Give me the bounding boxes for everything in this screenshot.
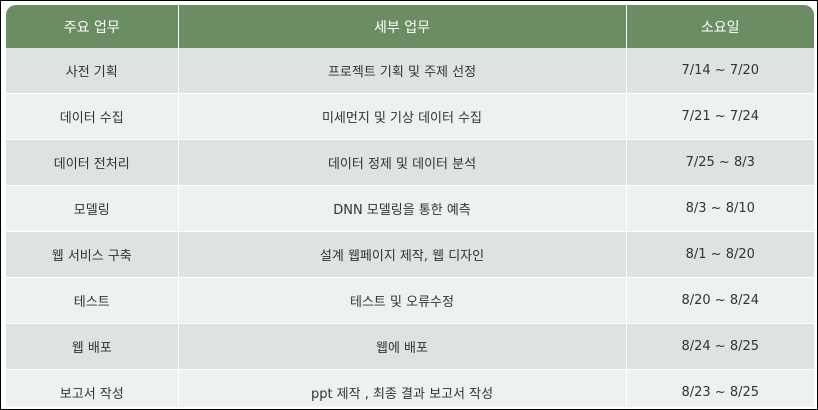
cell-main-task: 테스트 bbox=[6, 277, 179, 324]
cell-main-task: 모델링 bbox=[6, 185, 179, 232]
table-row: 테스트 테스트 및 오류수정 8/20 ~ 8/24 bbox=[6, 277, 814, 324]
cell-main-task: 웹 배포 bbox=[6, 323, 179, 370]
schedule-table: 주요 업무 세부 업무 소요일 사전 기획 프로젝트 기획 및 주제 선정 7/… bbox=[6, 5, 814, 407]
cell-main-task: 데이터 전처리 bbox=[6, 139, 179, 186]
table-row: 데이터 수집 미세먼지 및 기상 데이터 수집 7/21 ~ 7/24 bbox=[6, 93, 814, 140]
cell-duration: 8/3 ~ 8/10 bbox=[626, 185, 814, 232]
header-duration: 소요일 bbox=[626, 5, 814, 48]
cell-duration: 8/24 ~ 8/25 bbox=[626, 323, 814, 370]
cell-detail-task: 웹에 배포 bbox=[178, 323, 627, 370]
cell-detail-task: 미세먼지 및 기상 데이터 수집 bbox=[178, 93, 627, 140]
table-row: 모델링 DNN 모델링을 통한 예측 8/3 ~ 8/10 bbox=[6, 185, 814, 232]
cell-detail-task: 테스트 및 오류수정 bbox=[178, 277, 627, 324]
cell-main-task: 데이터 수집 bbox=[6, 93, 179, 140]
cell-duration: 7/21 ~ 7/24 bbox=[626, 93, 814, 140]
cell-detail-task: 프로젝트 기획 및 주제 선정 bbox=[178, 48, 627, 94]
table-row: 보고서 작성 ppt 제작 , 최종 결과 보고서 작성 8/23 ~ 8/25 bbox=[6, 369, 814, 407]
schedule-table-container: 주요 업무 세부 업무 소요일 사전 기획 프로젝트 기획 및 주제 선정 7/… bbox=[6, 5, 814, 407]
cell-detail-task: 설계 웹페이지 제작, 웹 디자인 bbox=[178, 231, 627, 278]
header-detail-task: 세부 업무 bbox=[178, 5, 627, 48]
cell-duration: 7/14 ~ 7/20 bbox=[626, 48, 814, 94]
table-row: 웹 배포 웹에 배포 8/24 ~ 8/25 bbox=[6, 323, 814, 370]
cell-detail-task: DNN 모델링을 통한 예측 bbox=[178, 185, 627, 232]
table-row: 사전 기획 프로젝트 기획 및 주제 선정 7/14 ~ 7/20 bbox=[6, 48, 814, 94]
cell-main-task: 보고서 작성 bbox=[6, 369, 179, 407]
cell-main-task: 웹 서비스 구축 bbox=[6, 231, 179, 278]
cell-main-task: 사전 기획 bbox=[6, 48, 179, 94]
cell-duration: 8/1 ~ 8/20 bbox=[626, 231, 814, 278]
cell-detail-task: ppt 제작 , 최종 결과 보고서 작성 bbox=[178, 369, 627, 407]
table-row: 데이터 전처리 데이터 정제 및 데이터 분석 7/25 ~ 8/3 bbox=[6, 139, 814, 186]
table-row: 웹 서비스 구축 설계 웹페이지 제작, 웹 디자인 8/1 ~ 8/20 bbox=[6, 231, 814, 278]
cell-detail-task: 데이터 정제 및 데이터 분석 bbox=[178, 139, 627, 186]
cell-duration: 7/25 ~ 8/3 bbox=[626, 139, 814, 186]
cell-duration: 8/23 ~ 8/25 bbox=[626, 369, 814, 407]
header-main-task: 주요 업무 bbox=[6, 5, 179, 48]
cell-duration: 8/20 ~ 8/24 bbox=[626, 277, 814, 324]
table-header-row: 주요 업무 세부 업무 소요일 bbox=[6, 5, 814, 48]
